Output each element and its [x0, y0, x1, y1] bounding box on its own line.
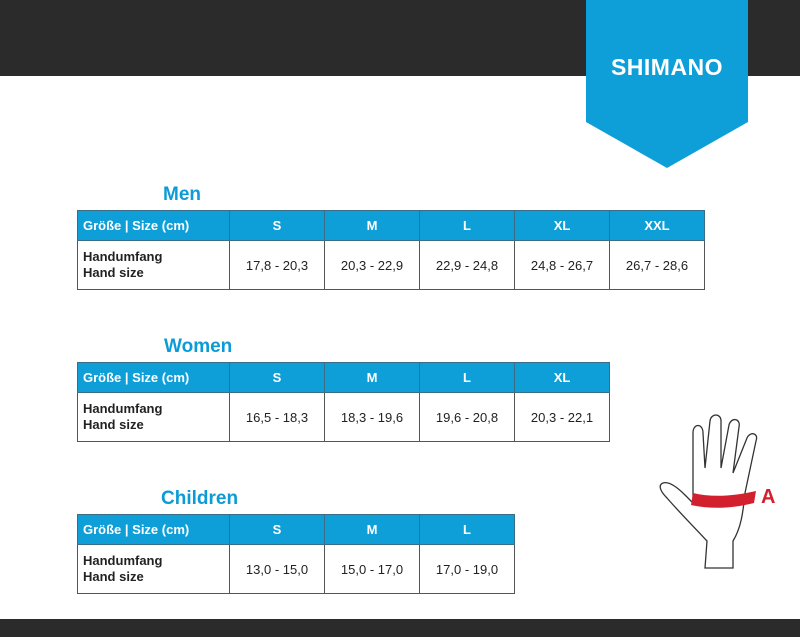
- men-title: Men: [163, 184, 201, 205]
- header-row: Größe | Size (cm) S M L XL XXL: [77, 210, 705, 241]
- value-s: 17,8 - 20,3: [229, 240, 325, 290]
- children-size-table: Größe | Size (cm) S M L Handumfang Hand s…: [77, 514, 515, 594]
- shimano-logo-text: SHIMANO: [610, 54, 724, 80]
- row-label-en: Hand size: [83, 569, 144, 584]
- value-m: 15,0 - 17,0: [324, 544, 420, 594]
- shimano-logo-banner: [586, 0, 748, 168]
- value-l: 22,9 - 24,8: [419, 240, 515, 290]
- measurement-label-a: A: [761, 486, 775, 508]
- value-s: 16,5 - 18,3: [229, 392, 325, 442]
- size-l: L: [419, 210, 515, 241]
- size-m: M: [324, 210, 420, 241]
- header-row: Größe | Size (cm) S M L: [77, 514, 515, 545]
- women-title: Women: [164, 336, 233, 357]
- size-s: S: [229, 514, 325, 545]
- size-s: S: [229, 362, 325, 393]
- size-s: S: [229, 210, 325, 241]
- value-l: 17,0 - 19,0: [419, 544, 515, 594]
- hand-measurement-diagram: A: [659, 414, 775, 569]
- value-xxl: 26,7 - 28,6: [609, 240, 705, 290]
- header-label: Größe | Size (cm): [77, 362, 230, 393]
- size-m: M: [324, 362, 420, 393]
- row-label-de: Handumfang: [83, 553, 163, 568]
- value-m: 18,3 - 19,6: [324, 392, 420, 442]
- size-m: M: [324, 514, 420, 545]
- header-row: Größe | Size (cm) S M L XL: [77, 362, 610, 393]
- row-label: Handumfang Hand size: [77, 544, 230, 594]
- header-label: Größe | Size (cm): [77, 514, 230, 545]
- value-s: 13,0 - 15,0: [229, 544, 325, 594]
- bottom-bar: [0, 619, 800, 637]
- hand-circumference-band: [691, 491, 756, 508]
- women-size-table: Größe | Size (cm) S M L XL Handumfang Han…: [77, 362, 610, 442]
- size-xl: XL: [514, 210, 610, 241]
- row-label: Handumfang Hand size: [77, 240, 230, 290]
- hand-outline-icon: [659, 414, 758, 569]
- table-row: Handumfang Hand size 16,5 - 18,3 18,3 - 1…: [77, 392, 610, 442]
- row-label-de: Handumfang: [83, 401, 163, 416]
- row-label: Handumfang Hand size: [77, 392, 230, 442]
- value-m: 20,3 - 22,9: [324, 240, 420, 290]
- row-label-en: Hand size: [83, 417, 144, 432]
- row-label-de: Handumfang: [83, 249, 163, 264]
- size-l: L: [419, 514, 515, 545]
- size-xl: XL: [514, 362, 610, 393]
- row-label-en: Hand size: [83, 265, 144, 280]
- table-row: Handumfang Hand size 13,0 - 15,0 15,0 - 1…: [77, 544, 515, 594]
- size-xxl: XXL: [609, 210, 705, 241]
- children-title: Children: [161, 488, 239, 509]
- value-l: 19,6 - 20,8: [419, 392, 515, 442]
- header-label: Größe | Size (cm): [77, 210, 230, 241]
- value-xl: 20,3 - 22,1: [514, 392, 610, 442]
- men-size-table: Größe | Size (cm) S M L XL XXL Handumfan…: [77, 210, 705, 290]
- size-l: L: [419, 362, 515, 393]
- table-row: Handumfang Hand size 17,8 - 20,3 20,3 - 2…: [77, 240, 705, 290]
- value-xl: 24,8 - 26,7: [514, 240, 610, 290]
